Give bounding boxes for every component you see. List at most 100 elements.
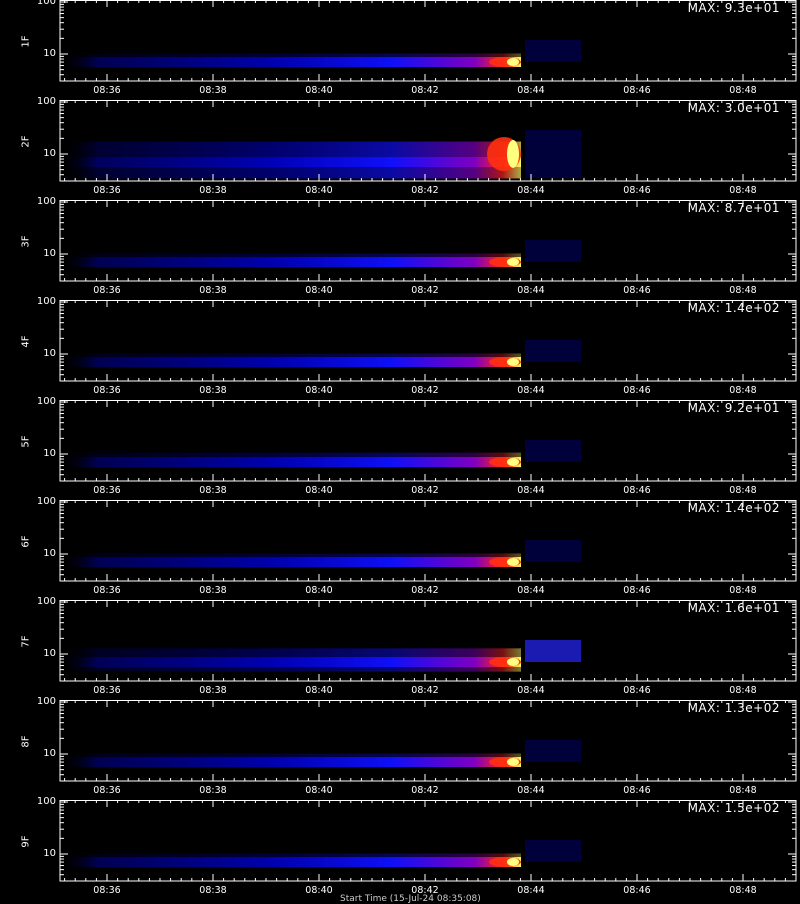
panel-label: 2F [20, 135, 32, 148]
x-tick-label: 08:46 [623, 385, 651, 396]
burst-peak [507, 758, 519, 766]
x-tick-label: 08:42 [411, 85, 439, 96]
plot-frame [59, 100, 797, 182]
x-tick-label: 08:38 [199, 785, 227, 796]
x-tick-label: 08:46 [623, 485, 651, 496]
post-burst-patch [525, 130, 581, 178]
plot-frame [59, 500, 797, 582]
max-annotation: MAX: 9.2e+01 [687, 401, 780, 415]
post-burst-patch [525, 640, 581, 662]
max-annotation: MAX: 1.4e+02 [687, 301, 780, 315]
x-tick-label: 08:40 [305, 785, 333, 796]
x-tick-label: 08:42 [411, 885, 439, 896]
emission-band [60, 57, 521, 67]
x-tick-label: 08:46 [623, 85, 651, 96]
x-tick-label: 08:44 [517, 685, 545, 696]
x-tick-label: 08:38 [199, 85, 227, 96]
post-burst-patch [525, 840, 581, 862]
max-annotation: MAX: 1.3e+02 [687, 701, 780, 715]
y-tick-label: 100 [36, 796, 56, 807]
x-tick-label: 08:40 [305, 385, 333, 396]
x-tick-label: 08:36 [93, 785, 121, 796]
y-tick-label: 10 [43, 848, 56, 859]
panel-plot [59, 0, 797, 82]
x-tick-label: 08:42 [411, 785, 439, 796]
panel-label: 3F [20, 235, 32, 248]
max-annotation: MAX: 9.3e+01 [687, 1, 780, 15]
y-tick-label: 100 [36, 496, 56, 507]
burst-peak [507, 258, 519, 266]
panel-label: 8F [20, 735, 32, 748]
y-tick-label: 100 [36, 596, 56, 607]
x-tick-label: 08:42 [411, 685, 439, 696]
post-burst-patch [525, 340, 581, 362]
plot-background [60, 0, 796, 81]
x-tick-label: 08:36 [93, 885, 121, 896]
x-tick-label: 08:42 [411, 485, 439, 496]
x-tick-label: 08:46 [623, 785, 651, 796]
plot-frame [59, 300, 797, 382]
x-tick-label: 08:48 [729, 685, 757, 696]
plot-background [60, 700, 796, 781]
spectrogram-panel: 08:36 08:38 08:40 08:42 08:44 08:46 08:48 100 10… [0, 796, 800, 900]
x-tick-label: 08:36 [93, 85, 121, 96]
panel-plot [59, 600, 797, 682]
x-tick-label: 08:44 [517, 785, 545, 796]
emission-band [60, 457, 521, 467]
burst-peak [507, 558, 519, 566]
y-tick-label: 100 [36, 396, 56, 407]
x-tick-label: 08:48 [729, 485, 757, 496]
x-tick-label: 08:36 [93, 185, 121, 196]
post-burst-patch [525, 440, 581, 462]
x-tick-label: 08:38 [199, 285, 227, 296]
x-tick-label: 08:46 [623, 585, 651, 596]
emission-band [60, 157, 521, 167]
max-annotation: MAX: 1.4e+02 [687, 501, 780, 515]
burst-peak [507, 458, 519, 466]
y-tick-label: 10 [43, 48, 56, 59]
x-tick-label: 08:44 [517, 485, 545, 496]
x-tick-label: 08:38 [199, 485, 227, 496]
x-tick-label: 08:42 [411, 185, 439, 196]
plot-frame [59, 700, 797, 782]
panel-plot [59, 300, 797, 382]
x-tick-label: 08:42 [411, 585, 439, 596]
panel-label: 4F [20, 335, 32, 348]
plot-frame [59, 400, 797, 482]
x-tick-label: 08:40 [305, 285, 333, 296]
x-tick-label: 08:40 [305, 885, 333, 896]
emission-band [60, 257, 521, 267]
burst-peak [507, 140, 519, 168]
plot-frame [59, 800, 797, 882]
x-tick-label: 08:44 [517, 185, 545, 196]
panel-plot [59, 400, 797, 482]
spectrogram-panel: 08:36 08:38 08:40 08:42 08:44 08:46 08:48 100 10… [0, 196, 800, 300]
panel-label: 7F [20, 635, 32, 648]
plot-frame [59, 0, 797, 82]
max-annotation: MAX: 8.7e+01 [687, 201, 780, 215]
x-tick-label: 08:44 [517, 85, 545, 96]
spectrogram-panel: 08:36 08:38 08:40 08:42 08:44 08:46 08:48 100 10… [0, 496, 800, 600]
burst-peak [507, 58, 519, 66]
spectrogram-panel: 08:36 08:38 08:40 08:42 08:44 08:46 08:48 100 10… [0, 696, 800, 800]
plot-background [60, 300, 796, 381]
x-tick-label: 08:36 [93, 385, 121, 396]
emission-band [60, 757, 521, 767]
x-tick-label: 08:46 [623, 685, 651, 696]
panel-plot [59, 100, 797, 182]
emission-band [60, 357, 521, 367]
plot-frame [59, 200, 797, 282]
plot-background [60, 200, 796, 281]
x-tick-label: 08:44 [517, 285, 545, 296]
plot-background [60, 400, 796, 481]
x-tick-label: 08:46 [623, 185, 651, 196]
x-tick-label: 08:40 [305, 85, 333, 96]
x-tick-label: 08:40 [305, 485, 333, 496]
plot-background [60, 800, 796, 881]
x-tick-label: 08:40 [305, 685, 333, 696]
y-tick-label: 100 [36, 696, 56, 707]
x-tick-label: 08:48 [729, 785, 757, 796]
x-tick-label: 08:42 [411, 385, 439, 396]
x-tick-label: 08:36 [93, 585, 121, 596]
panel-label: 1F [20, 35, 32, 48]
